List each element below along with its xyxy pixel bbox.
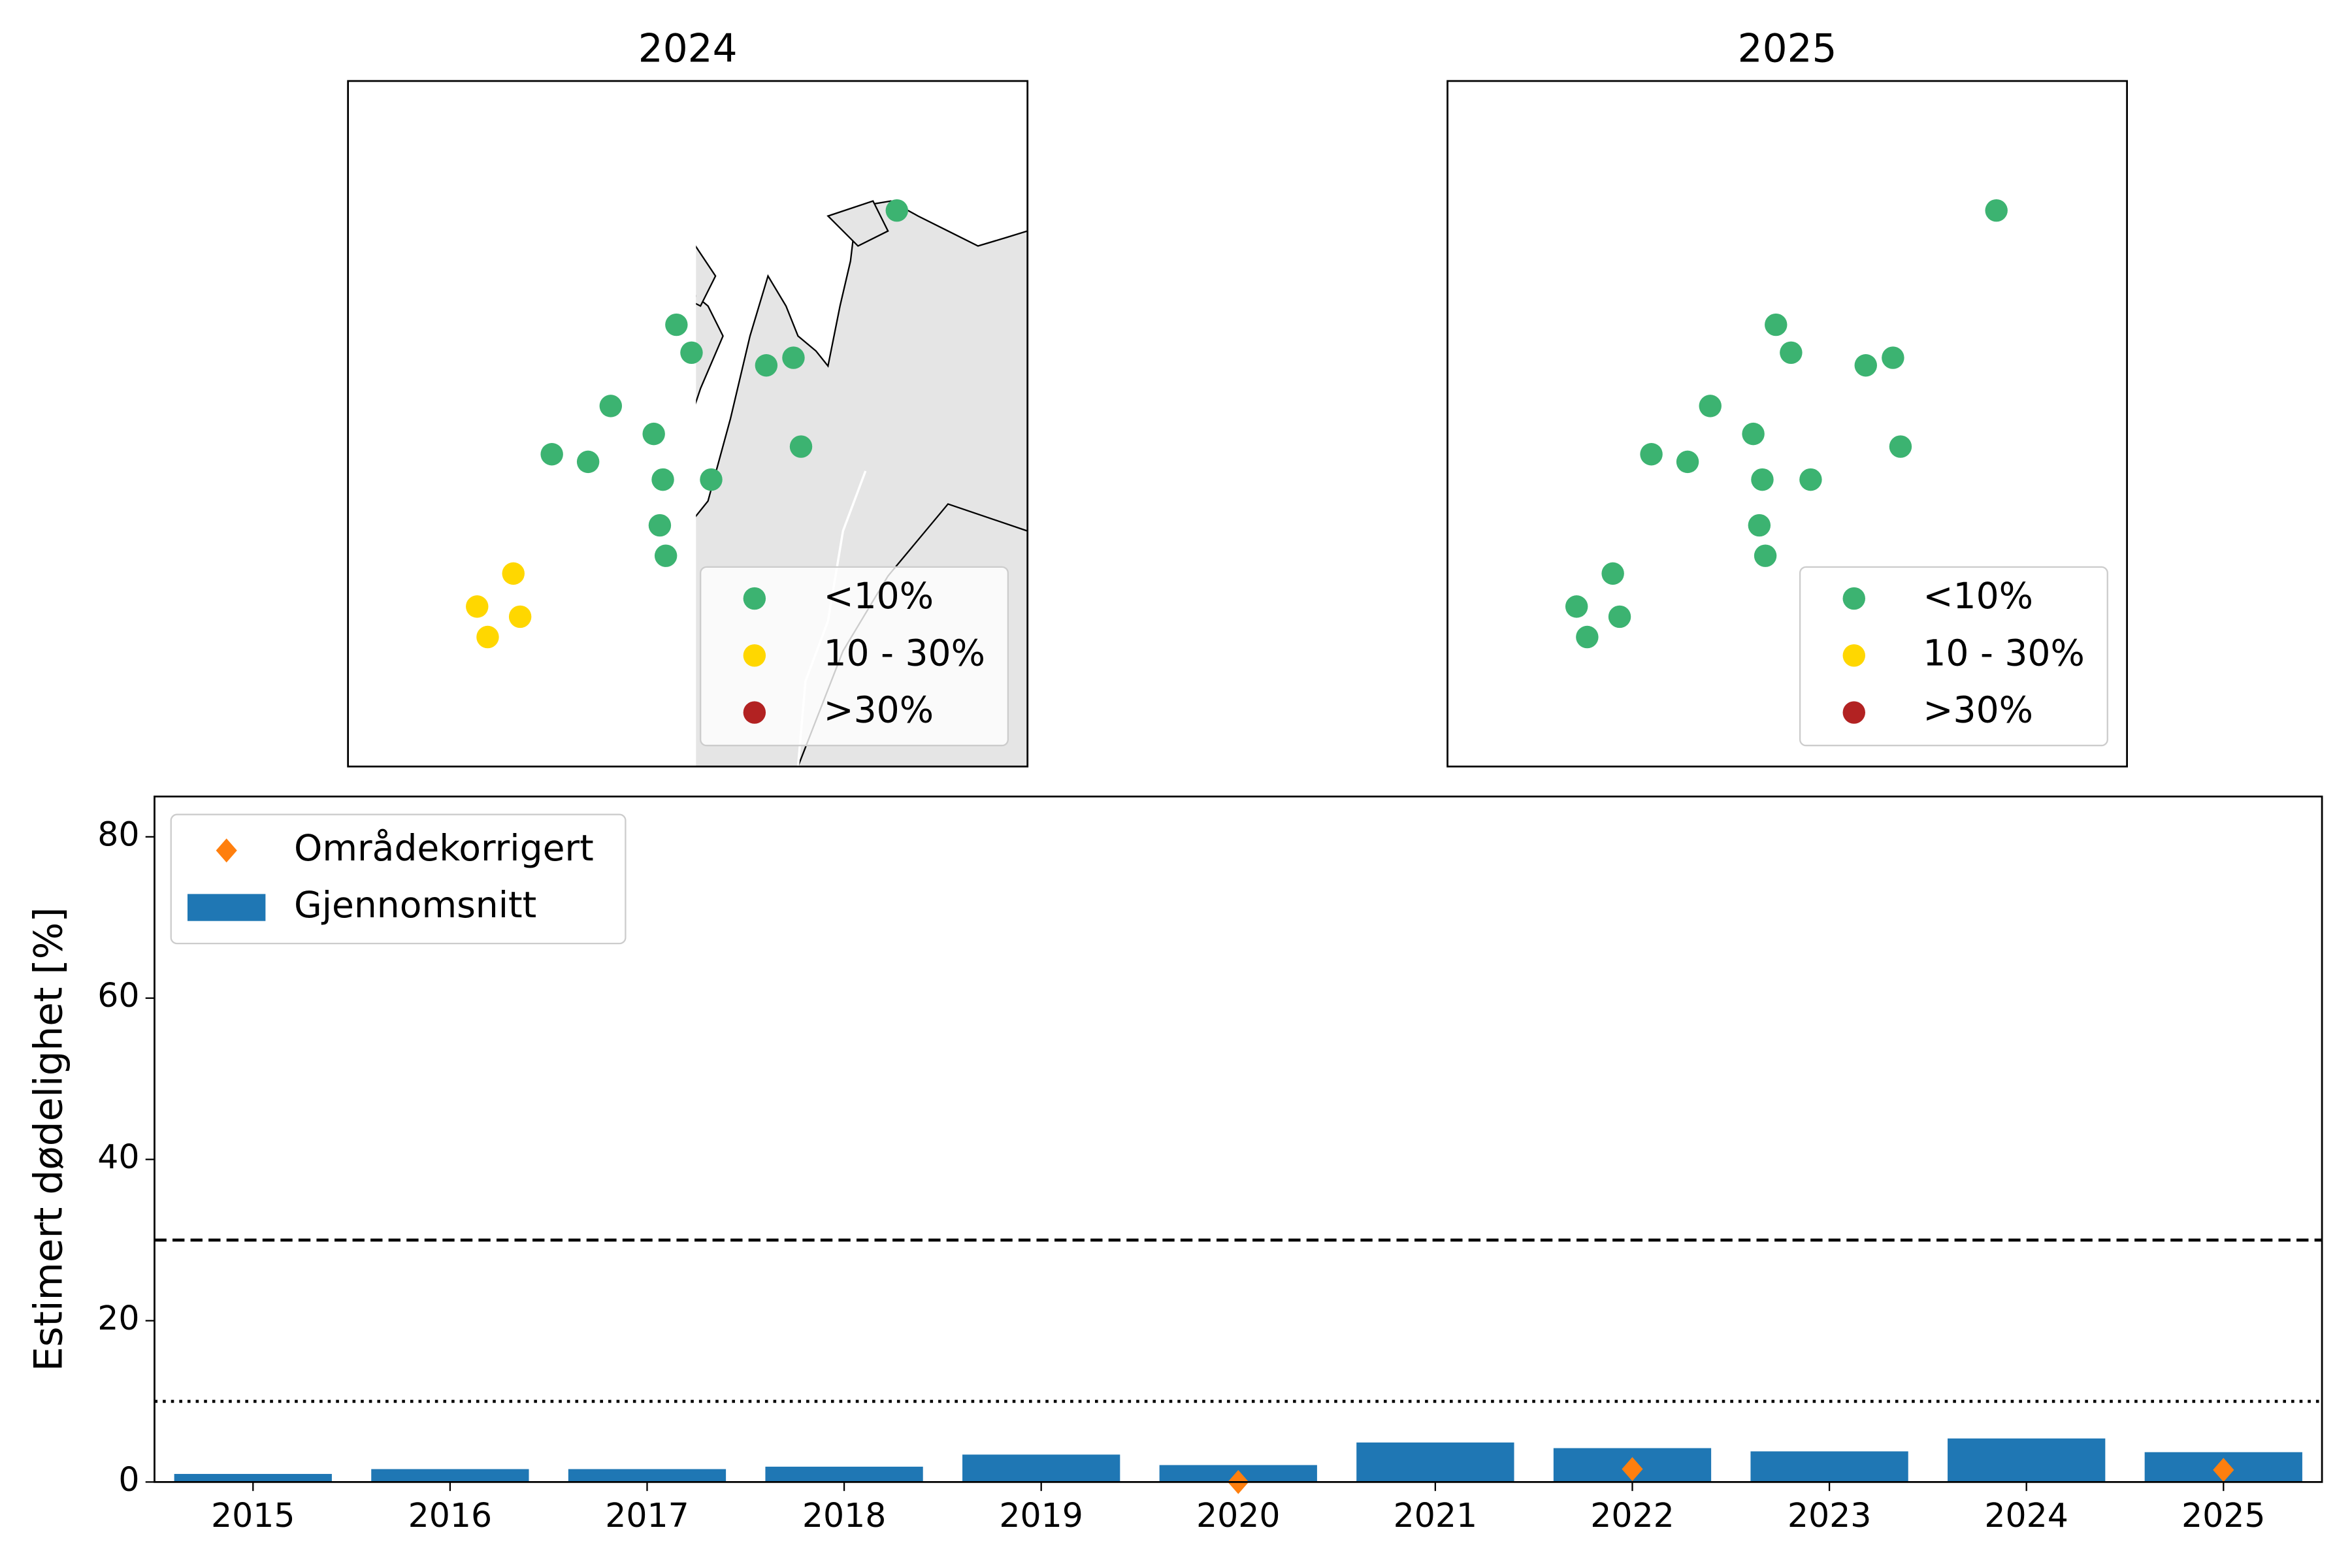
site-point [502,562,525,585]
x-tick-label: 2016 [408,1496,493,1535]
legend-label: <10% [1923,575,2033,617]
legend-label: 10 - 30% [1923,632,2084,674]
site-point [1748,514,1771,537]
site-point [1608,605,1631,629]
legend-marker [743,587,766,610]
site-point [885,199,909,222]
site-point [1676,450,1699,474]
site-point [466,595,489,618]
x-tick-label: 2023 [1788,1496,1872,1535]
legend-marker [1842,587,1865,610]
x-tick-label: 2021 [1394,1496,1478,1535]
legend-label: Områdekorrigert [294,827,594,869]
site-point [1601,562,1624,585]
x-tick-label: 2022 [1590,1496,1674,1535]
x-tick-label: 2020 [1196,1496,1281,1535]
y-axis-label: Estimert dødelighet [%] [27,907,72,1371]
map-frame [1446,80,2128,768]
map-panel: 2024 <10% 10 - 30% >30% [347,27,1029,768]
bar [1750,1451,1908,1482]
bar-panel: 0 20 40 60 80 Estimert dødelighet [%] 2015 2016… [27,795,2323,1535]
y-tick-label: 20 [97,1299,139,1337]
site-point [1576,625,1599,649]
site-point [1742,422,1765,446]
legend-marker [187,894,266,921]
site-point [576,450,600,474]
legend-marker [743,701,766,724]
site-point [789,435,813,458]
y-tick-label: 80 [97,815,139,853]
site-point [654,544,678,567]
site-point [1640,443,1663,466]
diamond-point [2213,1458,2234,1482]
x-tick-label: 2017 [605,1496,689,1535]
site-point [1985,199,2008,222]
legend-label: Gjennomsnitt [294,884,536,926]
site-point [755,354,778,377]
y-tick-label: 60 [97,976,139,1015]
site-point [1854,354,1877,377]
legend-marker [216,838,237,863]
site-point [1754,544,1777,567]
site-point [540,443,563,466]
bar [765,1466,923,1482]
x-tick-label: 2025 [2181,1496,2266,1535]
y-tick-label: 40 [97,1137,139,1176]
site-point [665,313,688,336]
map-panel: 2025 <10% 10 - 30% >30% [1446,27,2128,768]
x-tick-label: 2018 [802,1496,887,1535]
site-point [700,468,723,491]
site-point [1889,435,1912,458]
site-point [651,468,674,491]
map-title: 2024 [638,27,738,72]
bar [568,1469,727,1482]
site-point [1565,595,1588,618]
site-point [680,341,703,365]
legend-box [170,813,627,945]
site-point [1699,395,1722,417]
legend-box [700,566,1009,747]
site-point [642,422,665,446]
bar [371,1469,529,1482]
site-point [1751,468,1774,491]
legend-marker [743,644,766,667]
bar [1356,1442,1514,1482]
bar [962,1454,1120,1482]
legend-label: 10 - 30% [823,632,985,674]
site-point [1765,313,1788,336]
map-frame [347,80,1029,768]
legend-label: >30% [823,689,934,731]
site-point [1882,346,1904,369]
legend-label: <10% [823,575,934,617]
site-point [599,395,623,417]
bar [174,1474,332,1482]
site-point [508,605,532,629]
site-point [1799,468,1822,491]
x-tick-label: 2015 [211,1496,295,1535]
site-point [782,346,805,369]
x-tick-label: 2019 [999,1496,1083,1535]
legend-label: >30% [1923,689,2033,731]
map-title: 2025 [1738,27,1837,72]
y-tick-label: 0 [118,1460,139,1499]
site-point [1780,341,1803,365]
legend-marker [1842,701,1865,724]
legend-box [1799,566,2108,747]
plot-frame [154,795,2323,1483]
bar [1948,1438,2106,1482]
x-tick-label: 2024 [1984,1496,2068,1535]
legend-marker [1842,644,1865,667]
site-point [476,625,499,649]
site-point [648,514,672,537]
